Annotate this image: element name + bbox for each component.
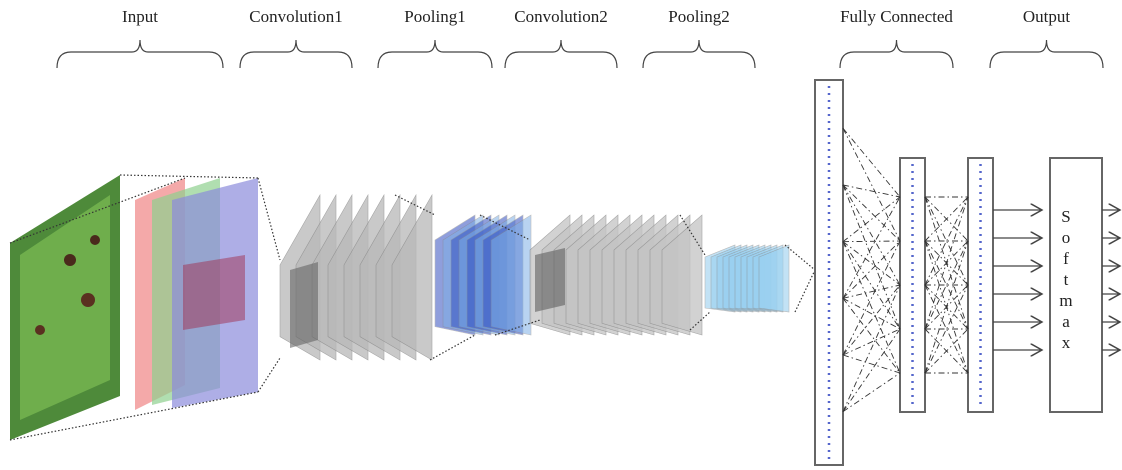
softmax-letter: x xyxy=(1062,333,1071,352)
brace xyxy=(840,40,953,68)
softmax-letter: m xyxy=(1059,291,1072,310)
conv1-window xyxy=(290,262,318,348)
stage-label: Convolution2 xyxy=(514,7,608,26)
network-shapes xyxy=(10,175,260,440)
fc-connection xyxy=(843,298,900,373)
stage-label: Output xyxy=(1023,7,1071,26)
softmax-letter: f xyxy=(1063,249,1069,268)
fc-connection xyxy=(843,241,900,355)
brace xyxy=(505,40,617,68)
fc-connection xyxy=(843,128,900,197)
softmax-letter: o xyxy=(1062,228,1071,247)
connector xyxy=(258,178,280,260)
connector xyxy=(430,335,475,360)
fc-connection xyxy=(843,242,900,329)
softmax-letter: t xyxy=(1064,270,1069,289)
fc-connection xyxy=(843,298,900,329)
connector xyxy=(785,245,815,270)
connector xyxy=(795,270,815,312)
stage-label: Input xyxy=(122,7,158,26)
brace xyxy=(378,40,492,68)
fc-connection xyxy=(843,128,900,241)
fc-connection xyxy=(843,185,900,197)
stage-labels: Input Convolution1 Pooling1 Convolution2 Poo… xyxy=(57,7,1103,68)
leaf-spot xyxy=(90,235,100,245)
leaf-spot xyxy=(64,254,76,266)
fc-connection xyxy=(843,373,900,412)
brace xyxy=(643,40,755,68)
fc-connection xyxy=(843,285,900,298)
leaf-spot xyxy=(81,293,95,307)
fc-connection xyxy=(843,285,900,355)
cnn-diagram: Input Convolution1 Pooling1 Convolution2 Poo… xyxy=(0,0,1122,470)
stage-label: Pooling1 xyxy=(404,7,465,26)
leaf-spot xyxy=(35,325,45,335)
stage-label: Fully Connected xyxy=(840,7,953,26)
feature-window xyxy=(183,255,245,330)
connector xyxy=(258,358,280,392)
softmax-letter: a xyxy=(1062,312,1070,331)
softmax-letter: S xyxy=(1061,207,1070,226)
fc-layer xyxy=(815,80,843,465)
fc-connection xyxy=(843,285,900,412)
stage-label: Convolution1 xyxy=(249,7,343,26)
brace xyxy=(990,40,1103,68)
brace xyxy=(240,40,352,68)
fc-connection xyxy=(843,241,900,242)
connector xyxy=(120,175,260,178)
pool2-map xyxy=(759,245,789,312)
softmax-box xyxy=(1050,158,1102,412)
conv2-window xyxy=(535,248,565,312)
fc-connection xyxy=(843,185,900,285)
page: Input Convolution1 Pooling1 Convolution2 Poo… xyxy=(0,0,1122,470)
brace xyxy=(57,40,223,68)
stage-label: Pooling2 xyxy=(668,7,729,26)
